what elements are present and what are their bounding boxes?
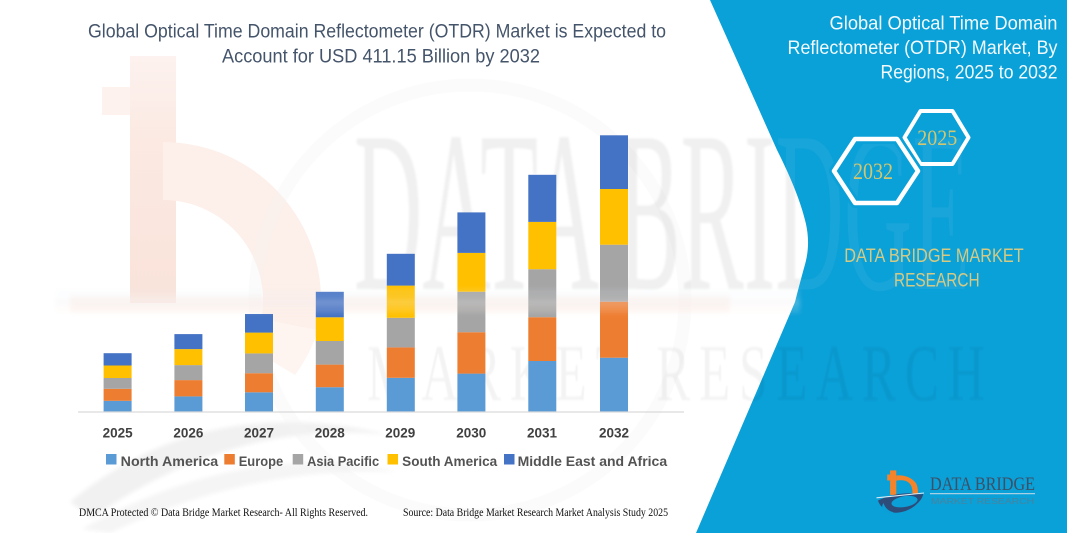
svg-text:2025: 2025: [917, 125, 957, 150]
svg-text:Reflectometer (OTDR) Market, B: Reflectometer (OTDR) Market, By: [788, 38, 1058, 59]
svg-text:2027: 2027: [244, 426, 274, 441]
svg-text:DATA BRIDGE MARKET: DATA BRIDGE MARKET: [844, 246, 1024, 267]
svg-text:2032: 2032: [599, 426, 629, 441]
svg-text:DMCA Protected © Data Bridge M: DMCA Protected © Data Bridge Market Rese…: [79, 507, 368, 519]
svg-text:Middle East and Africa: Middle East and Africa: [518, 454, 668, 469]
svg-text:Asia Pacific: Asia Pacific: [307, 454, 379, 469]
svg-text:Regions, 2025 to 2032: Regions, 2025 to 2032: [881, 63, 1058, 84]
svg-text:North America: North America: [121, 454, 219, 469]
svg-text:2025: 2025: [103, 426, 134, 441]
svg-text:Source: Data Bridge Market Res: Source: Data Bridge Market Research Mark…: [403, 507, 668, 519]
svg-text:2031: 2031: [527, 426, 558, 441]
svg-text:2032: 2032: [853, 159, 893, 184]
svg-text:Account for USD 411.15 Billion: Account for USD 411.15 Billion by 2032: [222, 47, 540, 68]
svg-text:South America: South America: [402, 454, 497, 469]
svg-text:2028: 2028: [315, 426, 346, 441]
svg-text:2026: 2026: [173, 426, 204, 441]
svg-text:Europe: Europe: [239, 454, 284, 469]
svg-text:Global Optical Time Domain Ref: Global Optical Time Domain Reflectometer…: [88, 22, 666, 43]
svg-text:2029: 2029: [385, 426, 415, 441]
svg-text:DATA BRIDGE: DATA BRIDGE: [930, 474, 1035, 495]
svg-text:2030: 2030: [456, 426, 486, 441]
svg-text:MARKET RESEARCH: MARKET RESEARCH: [931, 497, 1034, 506]
svg-text:Global Optical Time Domain: Global Optical Time Domain: [830, 14, 1058, 35]
svg-text:RESEARCH: RESEARCH: [894, 271, 980, 292]
